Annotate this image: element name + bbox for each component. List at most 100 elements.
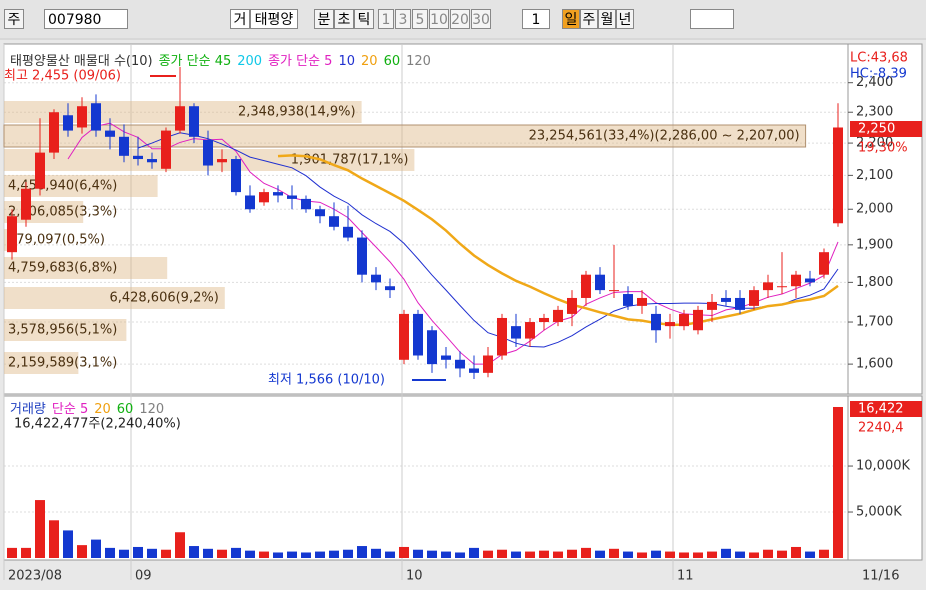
high-annotation: 최고 2,455 (09/06) [4,69,121,84]
volume-bar [203,548,213,558]
profile-bar [4,287,225,309]
volume-bar [63,530,73,558]
candle-body [777,286,787,288]
volume-bar [819,549,829,558]
price-box [850,121,922,137]
profile-bar [4,257,168,279]
kind[interactable]: 거 [230,9,250,29]
volume-bar [329,550,339,558]
candle-body [735,297,745,310]
candle-body [791,274,801,287]
volume-bar [91,539,101,558]
volume-bar [483,550,493,558]
profile-label: 6,428,606(9,2%) [109,291,218,306]
candle-body [399,313,409,360]
volume-bar [175,532,185,558]
candle-body [273,192,283,196]
candle-body [385,286,395,291]
legend-entry: 거래량 [10,402,46,417]
low-annotation: 최저 1,566 (10/10) [268,373,385,388]
y-tick-label: 10,000K [856,459,910,474]
volume-bar [469,547,479,558]
volume-bar [455,552,465,558]
volume-bar [693,552,703,558]
volume-bar [721,548,731,558]
volume-bar [161,549,171,558]
profile-label: 2,159,589(3,1%) [8,356,117,371]
candle-body [77,106,87,128]
legend-entry: 20 [94,402,111,417]
candle-body [7,216,17,253]
y-tick-label: 2,100 [856,168,893,183]
volume-bar [371,548,381,558]
candle-body [147,159,157,163]
volume-bar [399,546,409,558]
candle-body [413,313,423,356]
price-axis [847,43,923,395]
legend-entry: 종가 단순 5 [268,54,333,69]
legend-entry: 120 [406,54,431,69]
candle-body [371,274,381,283]
period[interactable]: 30 [471,9,491,29]
y-tick-label: 2,000 [856,202,893,217]
period[interactable]: 3 [395,9,411,29]
interval[interactable]: 년 [616,9,634,29]
candle-body [539,317,549,323]
volume-bar [301,552,311,558]
candle-body [805,278,815,283]
volume-legend: 거래량 단순 5 20 60 120 [10,398,170,417]
volume-bar [581,547,591,558]
market[interactable]: 주 [4,9,24,29]
candle-body [637,297,647,306]
volume-bar [21,547,31,558]
code[interactable]: 007980 [44,9,128,29]
candle-body [749,290,759,306]
unit[interactable]: 초 [334,9,354,29]
candle-body [63,115,73,131]
volume-bar [665,551,675,558]
unit[interactable]: 틱 [354,9,374,29]
interval[interactable]: 주 [580,9,598,29]
candle-body [119,136,129,156]
y-tick-label: 2,400 [856,75,893,90]
stock-name[interactable]: 태평양 [250,9,298,29]
count[interactable]: 1 [522,9,550,29]
input[interactable] [690,9,734,29]
candle-body [483,355,493,373]
unit[interactable]: 분 [314,9,334,29]
candle-body [497,317,507,356]
candle-body [161,130,171,169]
candle-body [189,106,199,137]
candle-body [35,152,45,189]
candle-body [203,139,213,166]
legend-entry: 120 [139,402,165,417]
candle-body [301,198,311,210]
period[interactable]: 20 [450,9,470,29]
volume-panel [3,395,849,561]
volume-bar [189,546,199,558]
volume-bar [567,549,577,558]
period[interactable]: 1 [378,9,394,29]
interval[interactable]: 일 [562,9,580,29]
candle-body [343,226,353,238]
lc-label: LC:43,68 [850,51,908,66]
candle-body [833,127,843,224]
interval[interactable]: 월 [598,9,616,29]
volume-bar [637,552,647,558]
volume-bar [553,551,563,558]
volume-bar [441,551,451,558]
volume-bar [147,548,157,558]
y-tick-label: 1,600 [856,357,893,372]
candle-body [679,313,689,327]
candle-body [21,188,31,220]
rate-label: 19,30% [858,141,908,156]
period[interactable]: 10 [429,9,449,29]
candle-body [259,192,269,203]
profile-label: 2,306,085(3,3%) [8,205,117,220]
period[interactable]: 5 [412,9,428,29]
volume-box [850,401,922,417]
candle-body [511,326,521,339]
candle-body [581,274,591,298]
candle-body [651,313,661,331]
